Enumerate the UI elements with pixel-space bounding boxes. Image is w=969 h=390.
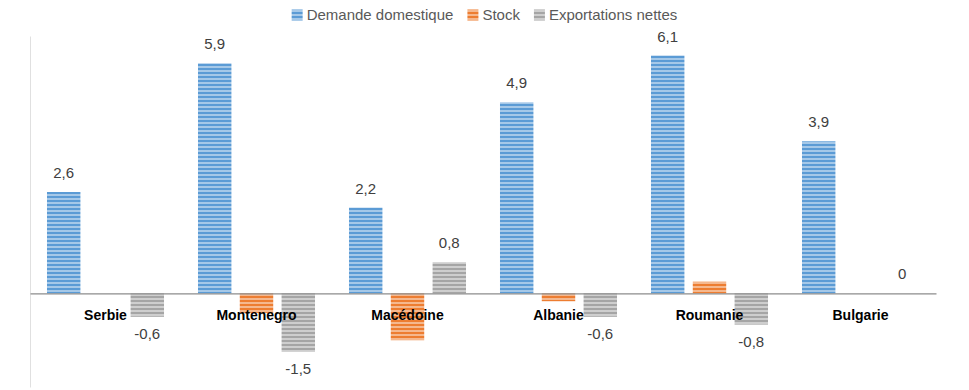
data-label: -0,6 — [134, 325, 160, 342]
bar — [584, 293, 617, 316]
y-axis — [30, 37, 31, 388]
bars — [47, 56, 835, 352]
x-axis-line — [31, 293, 937, 294]
legend-item: Demande domestique — [292, 6, 454, 23]
data-label: -0,6 — [587, 325, 613, 342]
bar — [693, 282, 726, 294]
data-label: 6,1 — [657, 28, 678, 45]
bar — [651, 56, 684, 294]
x-tick: Bulgarie — [832, 307, 888, 323]
x-tick: Roumanie — [676, 307, 744, 323]
bar — [500, 102, 533, 293]
data-label: -1,5 — [285, 360, 311, 377]
legend-item: Exportations nettes — [534, 6, 677, 23]
bar — [433, 262, 466, 293]
data-label: 3,9 — [808, 113, 829, 130]
data-label: 5,9 — [204, 35, 225, 52]
legend-label: Exportations nettes — [549, 6, 677, 23]
bar — [131, 293, 164, 316]
legend-swatch — [292, 10, 303, 21]
x-tick-label: Macédoine — [371, 307, 444, 323]
bar — [802, 141, 835, 293]
data-label: 0,8 — [439, 234, 460, 251]
data-labels: 2,6 5,9 2,2 4,9 6,1 3,9 -0,6 -1,5 0,8 -0,6 -0,8 0 — [53, 28, 906, 377]
x-tick: Albanie — [533, 307, 584, 323]
x-tick-label: Bulgarie — [832, 307, 888, 323]
data-label: -0,8 — [738, 333, 764, 350]
data-label: 4,9 — [506, 74, 527, 91]
x-tick-label: Roumanie — [676, 307, 744, 323]
legend-label: Stock — [482, 6, 520, 23]
x-axis: Serbie Montenegro Macédoine Albanie Roumanie… — [31, 294, 937, 323]
x-tick-label: Montenegro — [216, 307, 296, 323]
x-tick: Montenegro — [216, 307, 296, 323]
chart: Serbie Montenegro Macédoine Albanie Roumanie… — [0, 0, 969, 390]
legend: Demande domestique Stock Exportations nett… — [292, 6, 678, 23]
bar — [542, 293, 575, 301]
x-tick-label: Albanie — [533, 307, 584, 323]
data-label: 0 — [898, 265, 906, 282]
legend-label: Demande domestique — [307, 6, 454, 23]
bar — [349, 208, 382, 294]
legend-item: Stock — [467, 6, 520, 23]
data-label: 2,2 — [355, 180, 376, 197]
bar — [47, 192, 80, 293]
legend-swatch — [467, 10, 478, 21]
x-tick: Macédoine — [371, 307, 444, 323]
legend-swatch — [534, 10, 545, 21]
x-tick: Serbie — [84, 307, 127, 323]
data-label: 2,6 — [53, 164, 74, 181]
x-tick-label: Serbie — [84, 307, 127, 323]
y-axis-line — [30, 37, 31, 388]
bar — [198, 63, 231, 293]
